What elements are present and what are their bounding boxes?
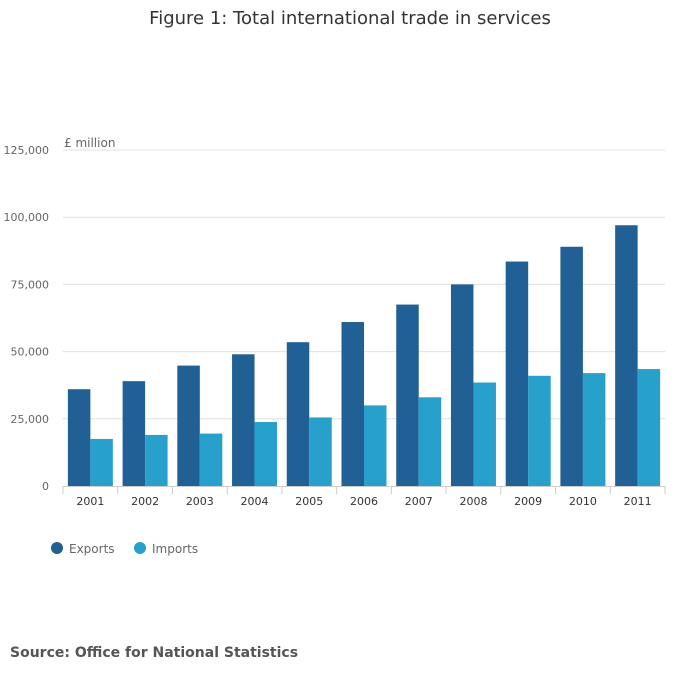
x-tick-label: 2011 [624,495,652,508]
bars [67,225,661,486]
exports-bar-2004[interactable] [232,354,255,486]
imports-bar-2001[interactable] [90,438,113,486]
y-tick-label: 100,000 [4,211,50,224]
y-axis-unit-label: £ million [64,136,115,150]
exports-bar-2001[interactable] [67,389,91,486]
chart-title: Figure 1: Total international trade in s… [149,8,551,29]
exports-legend-label[interactable]: Exports [69,542,115,556]
imports-bar-2002[interactable] [145,434,168,486]
imports-bar-2003[interactable] [199,433,223,486]
x-tick-label: 2004 [241,495,269,508]
imports-legend-marker[interactable] [134,542,146,554]
exports-bar-2007[interactable] [396,304,419,486]
imports-bar-2010[interactable] [582,373,606,486]
imports-bar-2011[interactable] [637,369,661,486]
exports-bar-2010[interactable] [560,246,583,486]
x-axis: 2001 2002 2003 2004 2005 2006 2007 2008 2009 2010… [62,486,666,508]
imports-bar-2008[interactable] [473,382,496,486]
x-tick-label: 2005 [295,495,323,508]
imports-bar-2009[interactable] [528,375,551,486]
x-tick-label: 2007 [405,495,433,508]
x-tick-label: 2008 [459,495,487,508]
imports-bar-2005[interactable] [309,417,332,486]
x-tick-label: 2010 [569,495,597,508]
y-tick-label: 75,000 [11,278,50,291]
exports-bar-2009[interactable] [505,261,529,486]
x-tick-label: 2001 [76,495,104,508]
y-tick-label: 25,000 [11,413,50,426]
y-axis-ticks: 0 25,000 50,000 75,000 100,000 125,000 [4,144,50,493]
y-tick-label: 125,000 [4,144,50,157]
imports-bar-2004[interactable] [254,422,278,486]
x-tick-label: 2002 [131,495,159,508]
imports-legend-label[interactable]: Imports [152,542,198,556]
exports-bar-2011[interactable] [615,225,638,486]
imports-bar-2006[interactable] [364,405,387,486]
y-tick-label: 50,000 [11,346,50,359]
exports-bar-2002[interactable] [122,381,146,486]
exports-bar-2006[interactable] [341,322,365,486]
source-note: Source: Office for National Statistics [10,645,299,661]
x-tick-label: 2009 [514,495,542,508]
y-tick-label: 0 [42,480,49,493]
legend: Exports Imports [51,542,198,556]
exports-bar-2005[interactable] [286,342,310,486]
exports-bar-2003[interactable] [177,365,200,486]
imports-bar-2007[interactable] [418,397,442,486]
x-tick-label: 2006 [350,495,378,508]
exports-bar-2008[interactable] [450,284,474,486]
exports-legend-marker[interactable] [51,542,63,554]
x-tick-label: 2003 [186,495,214,508]
